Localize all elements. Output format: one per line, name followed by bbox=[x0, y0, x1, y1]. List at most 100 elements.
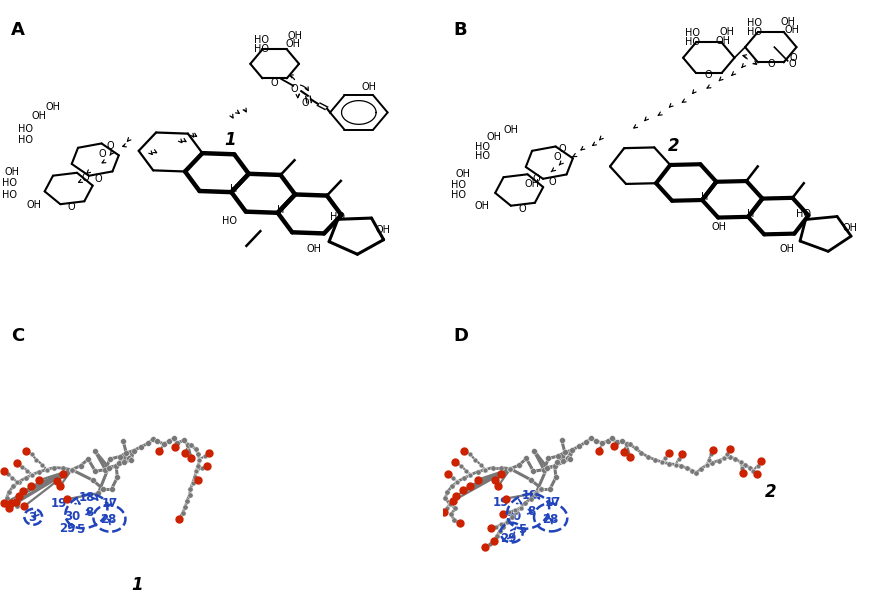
Text: OH: OH bbox=[307, 244, 322, 254]
FancyArrowPatch shape bbox=[533, 494, 540, 499]
FancyArrowPatch shape bbox=[86, 170, 90, 174]
Text: D: D bbox=[454, 327, 469, 345]
Text: OH: OH bbox=[32, 111, 47, 120]
FancyArrowPatch shape bbox=[559, 161, 563, 165]
Text: O: O bbox=[302, 98, 309, 108]
FancyArrowPatch shape bbox=[229, 114, 233, 118]
Text: HO: HO bbox=[475, 151, 490, 161]
FancyArrowPatch shape bbox=[34, 512, 39, 518]
Text: O: O bbox=[559, 144, 566, 154]
FancyArrowPatch shape bbox=[693, 90, 696, 94]
Text: HO: HO bbox=[2, 190, 17, 199]
FancyArrowPatch shape bbox=[75, 500, 80, 504]
Text: OH: OH bbox=[719, 27, 734, 37]
FancyArrowPatch shape bbox=[581, 147, 585, 150]
FancyArrowPatch shape bbox=[645, 117, 649, 120]
Text: OH: OH bbox=[285, 39, 300, 49]
Text: H: H bbox=[230, 184, 237, 195]
FancyArrowPatch shape bbox=[290, 75, 294, 80]
Text: 19: 19 bbox=[493, 496, 509, 509]
Text: O: O bbox=[789, 54, 797, 63]
Text: 5: 5 bbox=[75, 523, 84, 536]
FancyArrowPatch shape bbox=[753, 61, 757, 64]
Text: H: H bbox=[701, 192, 708, 202]
Text: 30: 30 bbox=[505, 510, 521, 523]
Text: O: O bbox=[705, 69, 712, 80]
Text: 1: 1 bbox=[131, 576, 144, 594]
Text: OH: OH bbox=[711, 222, 726, 232]
Text: OH: OH bbox=[525, 179, 540, 189]
FancyArrowPatch shape bbox=[549, 518, 555, 523]
Text: HO: HO bbox=[2, 178, 17, 188]
Text: B: B bbox=[454, 21, 467, 40]
Text: OH: OH bbox=[503, 125, 518, 135]
Text: O: O bbox=[95, 174, 102, 184]
FancyArrowPatch shape bbox=[86, 510, 90, 514]
FancyArrowPatch shape bbox=[732, 72, 735, 75]
Text: OH: OH bbox=[287, 31, 302, 41]
FancyArrowPatch shape bbox=[510, 527, 516, 533]
FancyArrowPatch shape bbox=[707, 85, 711, 88]
Text: H: H bbox=[276, 205, 284, 215]
Text: OH: OH bbox=[376, 225, 390, 235]
Text: 3: 3 bbox=[28, 511, 36, 524]
FancyArrowPatch shape bbox=[108, 519, 113, 525]
Text: HO: HO bbox=[253, 35, 268, 44]
Text: 17: 17 bbox=[102, 497, 119, 510]
Text: 1: 1 bbox=[224, 131, 237, 149]
Text: 8: 8 bbox=[85, 506, 94, 519]
Text: O: O bbox=[106, 141, 113, 151]
FancyArrowPatch shape bbox=[527, 510, 532, 514]
Text: HO: HO bbox=[451, 190, 466, 200]
FancyArrowPatch shape bbox=[110, 151, 114, 155]
Text: OH: OH bbox=[784, 26, 799, 35]
FancyArrowPatch shape bbox=[593, 142, 596, 145]
Text: O: O bbox=[532, 174, 540, 184]
Text: OH: OH bbox=[715, 36, 730, 46]
FancyArrowPatch shape bbox=[178, 139, 182, 143]
Text: OH: OH bbox=[780, 244, 795, 254]
FancyArrowPatch shape bbox=[153, 150, 157, 153]
Text: OH: OH bbox=[781, 17, 796, 27]
FancyArrowPatch shape bbox=[243, 108, 246, 112]
Text: HO: HO bbox=[330, 212, 345, 222]
FancyArrowPatch shape bbox=[682, 99, 686, 102]
Text: O: O bbox=[767, 59, 774, 69]
FancyArrowPatch shape bbox=[517, 500, 522, 503]
Text: 2: 2 bbox=[667, 137, 680, 155]
FancyArrowPatch shape bbox=[548, 498, 554, 503]
Text: 28: 28 bbox=[542, 513, 558, 526]
Text: OH: OH bbox=[842, 223, 857, 233]
Text: O: O bbox=[789, 59, 796, 69]
Text: HO: HO bbox=[685, 37, 700, 47]
Text: OH: OH bbox=[474, 201, 489, 211]
FancyArrowPatch shape bbox=[742, 64, 746, 67]
FancyArrowPatch shape bbox=[107, 500, 112, 505]
Text: O: O bbox=[271, 78, 278, 88]
Text: 2: 2 bbox=[765, 483, 777, 502]
Text: OH: OH bbox=[45, 102, 60, 112]
Text: 30: 30 bbox=[64, 510, 81, 523]
FancyArrowPatch shape bbox=[508, 536, 513, 541]
FancyArrowPatch shape bbox=[91, 496, 97, 500]
FancyArrowPatch shape bbox=[102, 160, 105, 163]
Text: OH: OH bbox=[4, 167, 19, 177]
FancyArrowPatch shape bbox=[193, 133, 197, 137]
Text: O: O bbox=[554, 151, 561, 162]
Text: HO: HO bbox=[18, 135, 33, 145]
Text: 18: 18 bbox=[79, 491, 96, 503]
FancyArrowPatch shape bbox=[551, 168, 556, 172]
Text: HO: HO bbox=[18, 124, 33, 134]
Text: O: O bbox=[67, 202, 75, 212]
Text: O: O bbox=[291, 84, 299, 94]
Text: OH: OH bbox=[361, 81, 376, 92]
Text: HO: HO bbox=[796, 209, 811, 219]
Text: 29: 29 bbox=[501, 532, 517, 545]
FancyArrowPatch shape bbox=[600, 136, 603, 140]
FancyArrowPatch shape bbox=[572, 154, 577, 157]
Text: HO: HO bbox=[222, 216, 237, 226]
Text: OH: OH bbox=[486, 133, 501, 142]
FancyArrowPatch shape bbox=[296, 94, 299, 98]
Text: OH: OH bbox=[455, 169, 470, 179]
FancyArrowPatch shape bbox=[300, 85, 308, 91]
